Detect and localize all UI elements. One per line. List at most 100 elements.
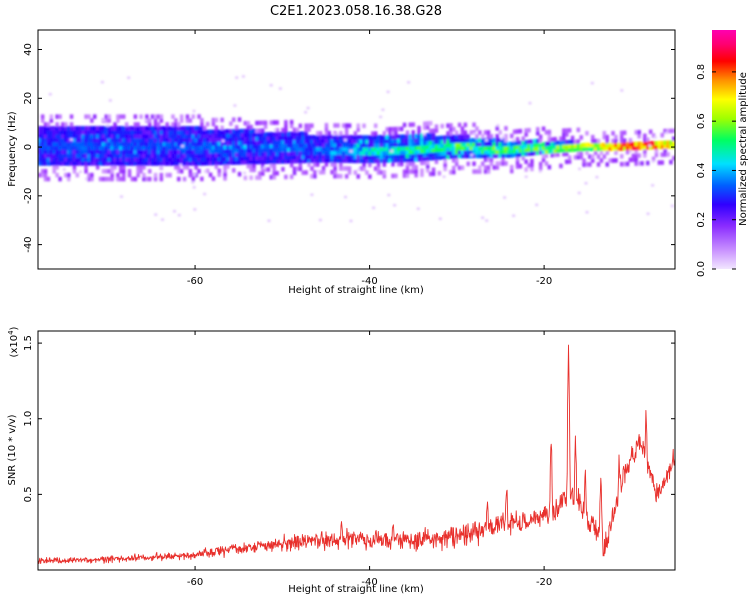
spectrogram-cell: [457, 134, 462, 139]
spectrogram-cell: [153, 114, 158, 119]
spectrogram-cell: [197, 114, 201, 119]
spectrogram-cell: [634, 130, 638, 135]
spectrogram-speck: [646, 212, 650, 215]
spectrogram-cell: [179, 149, 184, 154]
spectrogram-speck: [173, 210, 176, 213]
spectrogram-cell: [240, 152, 245, 157]
spectrogram-speck: [127, 76, 131, 79]
spectrogram-cell: [67, 176, 71, 182]
spectrogram-cell: [46, 137, 51, 143]
spectrogram-cell: [255, 132, 259, 137]
spectrogram-cell: [119, 165, 123, 170]
spectrogram-cell: [382, 162, 387, 167]
spectrogram-cell: [310, 142, 314, 148]
spectrogram-cell: [365, 147, 369, 152]
spectrogram-cell: [512, 152, 517, 158]
spectrogram-cell: [313, 146, 317, 152]
spectrogram-cell: [452, 158, 456, 163]
spectrogram-cell: [226, 133, 230, 138]
spectrogram-cell: [93, 145, 97, 151]
spectrogram-cell: [492, 153, 497, 158]
spectrogram-cell: [472, 138, 476, 143]
spectrogram-cell: [67, 153, 71, 158]
spectrogram-cell: [133, 133, 138, 139]
spectrogram-cell: [347, 142, 352, 148]
spectrogram-cell: [518, 152, 523, 157]
spectrogram-cell: [116, 133, 120, 139]
spectrogram-cell: [107, 137, 111, 143]
spectrogram-cell: [46, 161, 51, 166]
spectrogram-cell: [298, 139, 303, 144]
spectrogram-cell: [177, 145, 181, 151]
spectrogram-cell: [518, 144, 523, 149]
spectrogram-cell: [371, 131, 375, 136]
spectrogram-cell: [58, 130, 62, 135]
spectrogram-cell: [200, 157, 204, 162]
spectrogram-cell: [90, 126, 94, 131]
spectrogram-cell: [246, 140, 250, 145]
spectrogram-cell: [130, 141, 135, 147]
spectrogram-cell: [463, 153, 468, 159]
spectrogram-cell: [162, 137, 166, 143]
spectrogram-cell: [489, 157, 494, 162]
spectrogram-cell: [330, 154, 334, 159]
spectrogram-cell: [49, 130, 54, 135]
spectrogram-cell: [93, 141, 97, 147]
spectrogram-cell: [350, 146, 355, 152]
spectrogram-cell: [162, 161, 166, 166]
spectrogram-cell: [324, 130, 329, 136]
spectrogram-speck: [386, 90, 390, 94]
spectrogram-cell: [347, 170, 352, 175]
spectrogram-cell: [168, 149, 172, 154]
spectrogram-cell: [197, 137, 201, 143]
spectrogram-cell: [599, 142, 604, 148]
spectrogram-cell: [93, 114, 97, 119]
spectrogram-cell: [203, 133, 207, 139]
spectrogram-cell: [156, 126, 161, 131]
spectrogram-cell: [437, 171, 442, 176]
spectrogram-cell: [397, 126, 401, 132]
spectrogram-cell: [495, 149, 499, 155]
spectrogram-cell: [472, 145, 476, 151]
spectrogram-cell: [582, 146, 586, 152]
spectrogram-cell: [431, 128, 436, 134]
spectrogram-cell: [223, 144, 227, 150]
spectrogram-cell: [150, 161, 155, 166]
spectrogram-cell: [165, 172, 169, 178]
spectrogram-cell: [174, 161, 178, 166]
spectrogram-cell: [541, 149, 546, 155]
spectrogram-cell: [428, 128, 433, 134]
spectrogram-cell: [281, 143, 285, 149]
spectrogram-cell: [402, 138, 407, 143]
spectrogram-cell: [93, 161, 97, 166]
spectrogram-cell: [263, 140, 268, 145]
spectrogram-cell: [457, 146, 462, 151]
spectrogram-cell: [72, 169, 77, 174]
spectrogram-cell: [333, 134, 337, 140]
spectrogram-cell: [457, 150, 462, 155]
spectrogram-cell: [510, 153, 514, 158]
spectrogram-cell: [185, 153, 190, 158]
spectrogram-cell: [628, 142, 633, 147]
spectrogram-cell: [481, 141, 485, 147]
spectrogram-cell: [258, 140, 262, 145]
spectrogram-cell: [104, 141, 109, 147]
spectrogram-cell: [565, 147, 569, 153]
spectrogram-cell: [101, 176, 106, 182]
spectrogram-cell: [379, 142, 384, 148]
spectrogram-cell: [579, 154, 583, 160]
spectrogram-cell: [148, 130, 152, 135]
spectrogram-cell: [495, 137, 499, 143]
spectrogram-cell: [188, 145, 193, 151]
spectrogram-cell: [142, 157, 146, 162]
spectrogram-cell: [605, 134, 609, 140]
spectrogram-cell: [356, 158, 360, 164]
spectrogram-cell: [93, 133, 97, 139]
spectrogram-cell: [78, 153, 82, 158]
spectrogram-cell: [397, 154, 401, 159]
spectrogram-cell: [263, 147, 268, 153]
spectrogram-cell: [58, 149, 62, 154]
spectrogram-cell: [454, 142, 459, 147]
spectrogram-cell: [298, 154, 303, 160]
